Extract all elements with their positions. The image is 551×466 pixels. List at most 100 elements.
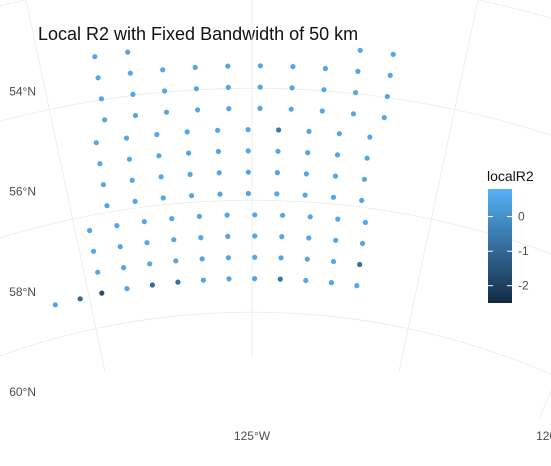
localr2-point xyxy=(99,290,105,296)
localr2-point xyxy=(384,93,390,100)
localr2-point xyxy=(117,244,123,250)
localr2-point xyxy=(252,254,258,260)
localr2-point xyxy=(257,63,263,69)
localr2-point xyxy=(130,91,136,97)
localr2-point xyxy=(245,169,251,175)
localr2-point xyxy=(321,87,327,93)
lat-tick-label: 60°N xyxy=(9,385,36,399)
localr2-point xyxy=(387,72,393,78)
localr2-point xyxy=(195,107,201,113)
localr2-point xyxy=(114,223,120,229)
localr2-point xyxy=(77,296,83,302)
legend-gradient-bar xyxy=(488,189,512,303)
graticule-parallel xyxy=(0,0,551,25)
localr2-point xyxy=(198,235,204,241)
localr2-point xyxy=(162,88,168,94)
localr2-point xyxy=(52,302,58,308)
localr2-point xyxy=(132,112,139,119)
localr2-point xyxy=(189,193,195,199)
map-title: Local R2 with Fixed Bandwidth of 50 km xyxy=(38,24,359,44)
localr2-point xyxy=(98,96,104,102)
legend-tick-label: -1 xyxy=(518,244,529,258)
localr2-point xyxy=(215,148,221,155)
localr2-point xyxy=(225,233,231,239)
localr2-point xyxy=(367,134,373,140)
localr2-point xyxy=(215,127,221,133)
lat-tick-label: 58°N xyxy=(9,285,36,299)
localr2-point xyxy=(350,111,356,117)
localr2-point xyxy=(361,176,367,182)
localr2-point xyxy=(216,170,222,176)
localr2-point xyxy=(357,261,363,268)
localr2-point xyxy=(123,135,130,141)
localr2-point xyxy=(257,84,263,90)
localr2-point xyxy=(306,235,312,241)
localr2-point xyxy=(252,276,258,282)
localr2-point xyxy=(333,237,339,243)
localr2-point xyxy=(226,106,232,112)
localr2-point xyxy=(275,148,281,154)
localr2-point xyxy=(277,276,283,282)
localr2-point xyxy=(158,174,164,180)
localr2-point xyxy=(173,258,179,264)
localr2-point xyxy=(245,190,251,197)
localr2-point xyxy=(274,191,280,197)
localr2-point xyxy=(225,84,231,90)
localr2-point xyxy=(307,214,313,220)
localr2-point xyxy=(245,127,251,133)
localr2-point xyxy=(163,109,170,115)
graticule-parallel xyxy=(0,311,551,375)
localr2-point xyxy=(288,106,294,112)
localr2-point xyxy=(196,213,202,219)
localr2-point xyxy=(364,155,370,161)
localr2-point xyxy=(328,280,334,286)
graticule-meridian xyxy=(398,0,479,373)
localr2-point xyxy=(334,152,341,158)
localr2-point xyxy=(289,85,295,91)
localr2-point xyxy=(169,216,175,222)
localr2-point xyxy=(149,282,155,288)
graticule-meridian xyxy=(25,0,106,373)
localr2-point xyxy=(93,140,99,146)
localr2-point xyxy=(303,171,309,177)
localr2-point xyxy=(354,283,360,289)
localr2-point xyxy=(353,90,359,96)
localr2-point xyxy=(319,108,325,114)
legend-colorbar xyxy=(488,189,512,303)
localr2-point xyxy=(124,286,130,292)
localr2-point xyxy=(121,265,127,271)
localr2-point xyxy=(390,51,396,58)
localr2-point xyxy=(104,203,110,209)
localr2-point xyxy=(100,182,106,188)
legend-ticks: 0 -1 -2 xyxy=(488,210,529,293)
localr2-point xyxy=(186,150,192,156)
localr2-point xyxy=(224,212,230,218)
localr2-point xyxy=(132,198,138,204)
localr2-point xyxy=(200,277,206,283)
legend-tick-label: 0 xyxy=(518,210,525,224)
localr2-point xyxy=(187,171,193,177)
localr2-point xyxy=(160,195,166,201)
localr2-point xyxy=(355,68,361,74)
localr2-point xyxy=(154,131,160,138)
localr2-point xyxy=(336,131,342,137)
graticule-parallel xyxy=(0,0,551,19)
localr2-point xyxy=(335,216,341,222)
localr2-point xyxy=(199,256,205,262)
localr2-point xyxy=(91,248,97,254)
localr2-point xyxy=(97,161,103,167)
localr2-point xyxy=(305,150,311,156)
localr2-point xyxy=(225,255,231,261)
localr2-point xyxy=(304,256,310,262)
localr2-point xyxy=(144,240,150,246)
legend-title: localR2 xyxy=(487,168,534,184)
localr2-point xyxy=(359,240,366,247)
localr2-point xyxy=(160,67,166,73)
localr2-point xyxy=(381,115,387,121)
localr2-point xyxy=(217,191,223,197)
localr2-point xyxy=(147,261,153,267)
localr2-point xyxy=(322,65,328,72)
localr2-point xyxy=(330,258,337,265)
localr2-point xyxy=(257,105,263,111)
